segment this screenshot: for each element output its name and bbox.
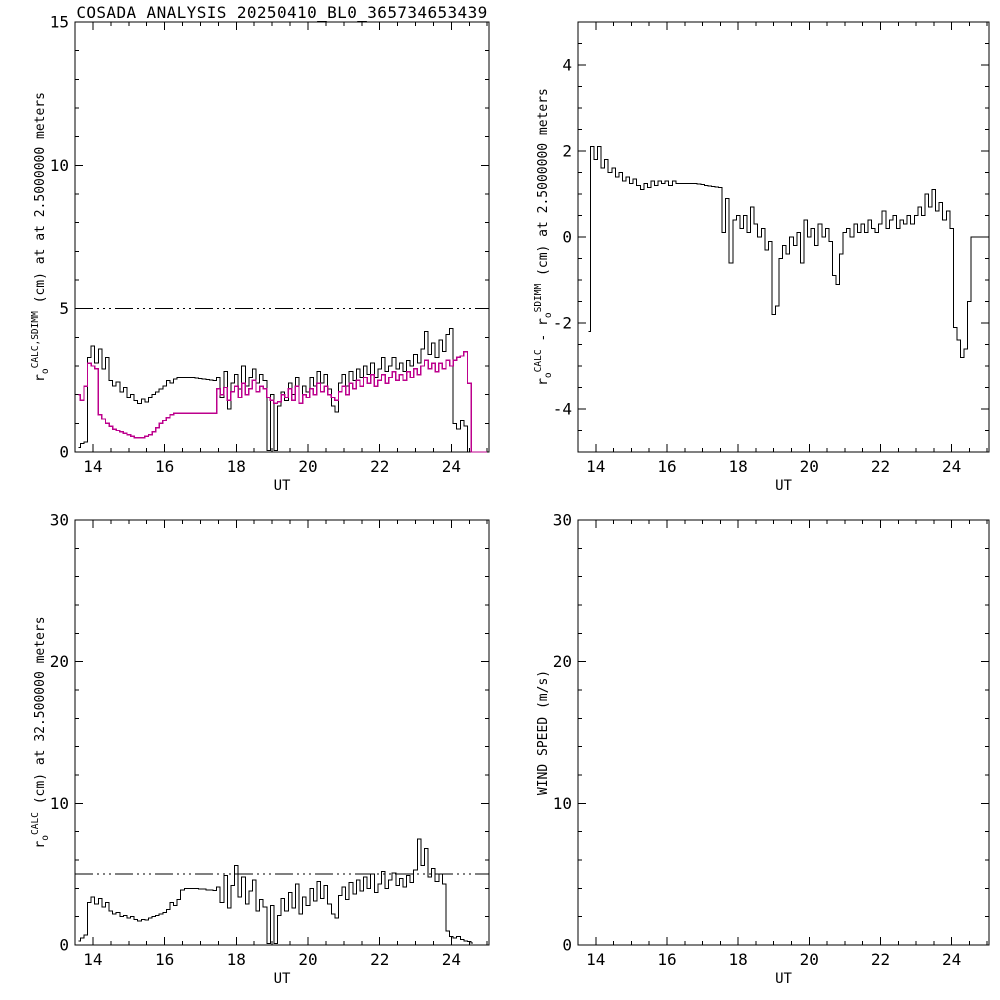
plot-title: COSADA ANALYSIS 20250410_BL0_36573465343… <box>76 3 488 22</box>
x-tick-label: 24 <box>942 457 961 476</box>
y-tick-label: -4 <box>553 400 572 419</box>
y-tick-label: 15 <box>50 13 69 32</box>
y-tick-label: 10 <box>553 794 572 813</box>
y-axis-label: roCALC,SDIMM (cm) at at 2.5000000 meters <box>30 92 51 382</box>
y-tick-label: 10 <box>50 156 69 175</box>
series-r0_calc_minus_sdimm <box>588 146 988 358</box>
x-tick-label: 20 <box>800 950 819 969</box>
y-tick-label: -2 <box>553 314 572 333</box>
x-tick-label: 14 <box>586 950 605 969</box>
series-r0_calc <box>78 328 470 453</box>
x-tick-label: 24 <box>942 950 961 969</box>
plot-frame <box>577 519 990 946</box>
y-tick-label: 20 <box>553 652 572 671</box>
y-tick-label: 0 <box>59 443 69 462</box>
plot-frame <box>74 21 490 453</box>
x-tick-label: 20 <box>298 950 317 969</box>
x-tick-label: 16 <box>657 950 676 969</box>
x-axis-label: UT <box>274 971 291 987</box>
y-tick-label: 30 <box>553 511 572 530</box>
y-tick-label: 20 <box>50 652 69 671</box>
y-axis-label: roCALC - roSDIMM (cm) at 2.5000000 meter… <box>533 88 554 386</box>
panel-top-left: 14 16 18 20 22 24 0 5 10 15 UT roCALC,SDIMM (cm) at… <box>30 13 490 494</box>
x-tick-label: 18 <box>728 950 747 969</box>
panel-bottom-right: 14 16 18 20 22 24 0 10 20 30 UT WIND SPEED (m/s) <box>536 511 990 987</box>
x-axis-label: UT <box>274 478 291 494</box>
x-tick-label: 16 <box>155 950 174 969</box>
x-tick-label: 18 <box>728 457 747 476</box>
y-tick-label: 0 <box>562 228 572 247</box>
x-tick-label: 18 <box>227 457 246 476</box>
x-tick-label: 14 <box>83 950 102 969</box>
y-tick-label: 0 <box>562 936 572 955</box>
x-tick-label: 22 <box>871 950 890 969</box>
x-tick-label: 16 <box>155 457 174 476</box>
x-tick-label: 24 <box>442 457 461 476</box>
y-tick-label: 10 <box>50 794 69 813</box>
axis-ticks <box>74 519 489 946</box>
series-r0_sdimm <box>78 351 488 453</box>
x-tick-label: 16 <box>657 457 676 476</box>
x-tick-label: 20 <box>800 457 819 476</box>
x-tick-label: 18 <box>227 950 246 969</box>
x-tick-label: 22 <box>871 457 890 476</box>
y-axis-label: WIND SPEED (m/s) <box>536 670 551 795</box>
axis-ticks <box>577 519 989 946</box>
y-tick-label: 5 <box>59 299 69 318</box>
series-r0_calc_32p5 <box>78 838 473 945</box>
panel-bottom-left: 14 16 18 20 22 24 0 10 20 30 UT roCALC (cm) at 32.5… <box>30 511 490 987</box>
y-tick-label: 30 <box>50 511 69 530</box>
plot-frame <box>577 21 990 453</box>
y-tick-label: 2 <box>562 142 572 161</box>
x-tick-label: 14 <box>586 457 605 476</box>
x-tick-label: 22 <box>370 457 389 476</box>
x-tick-label: 14 <box>83 457 102 476</box>
x-axis-label: UT <box>775 971 792 987</box>
x-tick-label: 24 <box>442 950 461 969</box>
y-tick-label: 4 <box>562 56 572 75</box>
axis-ticks <box>74 21 489 453</box>
y-axis-label: roCALC (cm) at 32.500000 meters <box>30 616 51 848</box>
plot-frame <box>74 519 490 946</box>
axis-ticks <box>577 21 989 453</box>
y-tick-label: 0 <box>59 936 69 955</box>
x-tick-label: 22 <box>370 950 389 969</box>
x-tick-label: 20 <box>298 457 317 476</box>
x-axis-label: UT <box>775 478 792 494</box>
